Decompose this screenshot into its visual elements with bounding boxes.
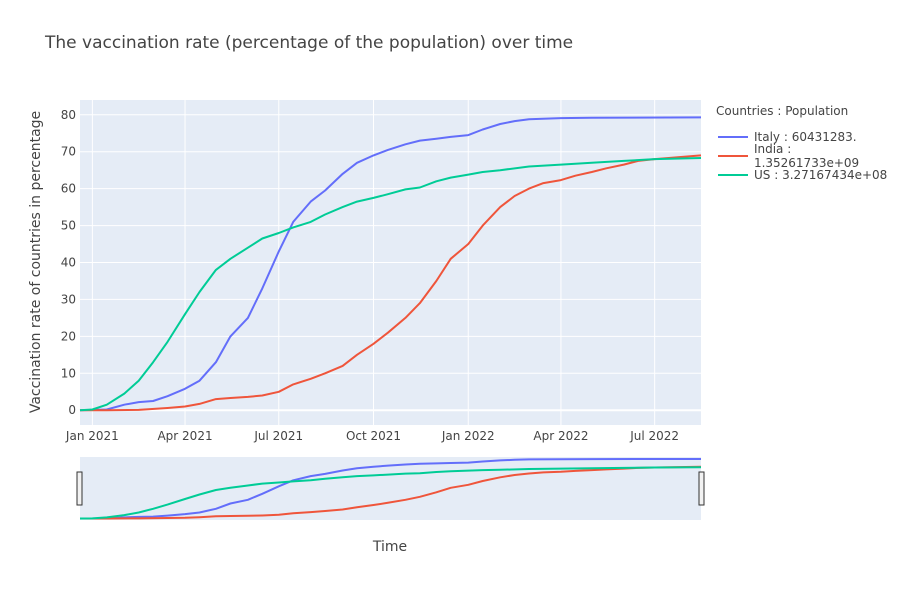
legend: Countries : Population Italy : 60431283.… bbox=[716, 104, 900, 184]
grid-layer bbox=[80, 100, 701, 425]
x-tick-label: Apr 2021 bbox=[157, 429, 212, 443]
y-tick-label: 50 bbox=[61, 219, 76, 233]
x-tick-label: Apr 2022 bbox=[533, 429, 588, 443]
legend-swatch-italy bbox=[718, 135, 748, 138]
legend-item-italy[interactable]: Italy : 60431283. bbox=[716, 127, 900, 146]
y-tick-label: 70 bbox=[61, 145, 76, 159]
series-line-0[interactable] bbox=[79, 116, 702, 412]
y-tick-label: 20 bbox=[61, 329, 76, 343]
x-tick-labels: Jan 2021 Apr 2021 Jul 2021 Oct 2021 Jan 2022… bbox=[65, 429, 679, 443]
range-slider-right-handle[interactable] bbox=[698, 471, 705, 506]
x-tick-label: Jul 2022 bbox=[629, 429, 679, 443]
legend-label-italy: Italy : 60431283. bbox=[754, 129, 857, 144]
legend-label-india: India : 1.35261733e+09 bbox=[753, 141, 860, 170]
y-tick-label: 10 bbox=[61, 366, 76, 380]
x-tick-label: Jan 2022 bbox=[441, 429, 495, 443]
legend-item-us[interactable]: US : 3.27167434e+08 bbox=[716, 165, 900, 184]
y-tick-label: 30 bbox=[61, 292, 76, 306]
legend-title: Countries : Population bbox=[716, 104, 849, 118]
slider-series-line-2 bbox=[79, 466, 702, 520]
legend-label-us: US : 3.27167434e+08 bbox=[754, 167, 888, 182]
range-slider-left-handle[interactable] bbox=[76, 471, 83, 506]
legend-swatch-us bbox=[718, 173, 748, 176]
x-axis-title: Time bbox=[372, 539, 407, 555]
series-line-1[interactable] bbox=[80, 154, 702, 412]
slider-series-line-1 bbox=[80, 465, 702, 520]
y-tick-labels: 0 10 20 30 40 50 60 70 80 bbox=[61, 108, 76, 417]
y-tick-label: 80 bbox=[61, 108, 76, 122]
slider-series-line-0 bbox=[79, 458, 702, 520]
y-axis-title: Vaccination rate of countries in percent… bbox=[28, 111, 44, 413]
y-tick-label: 0 bbox=[68, 403, 76, 417]
chart-title: The vaccination rate (percentage of the … bbox=[45, 33, 574, 53]
series-line-2[interactable] bbox=[79, 157, 702, 412]
x-tick-label: Oct 2021 bbox=[346, 429, 401, 443]
range-slider-series bbox=[79, 458, 702, 520]
x-tick-label: Jan 2021 bbox=[65, 429, 119, 443]
y-tick-label: 60 bbox=[61, 182, 76, 196]
range-slider-background[interactable] bbox=[80, 457, 701, 520]
y-tick-label: 40 bbox=[61, 256, 76, 270]
x-tick-label: Jul 2021 bbox=[253, 429, 303, 443]
legend-swatch-india bbox=[718, 154, 748, 157]
series-layer bbox=[79, 116, 702, 412]
legend-item-india[interactable]: India : 1.35261733e+09 bbox=[716, 142, 900, 170]
